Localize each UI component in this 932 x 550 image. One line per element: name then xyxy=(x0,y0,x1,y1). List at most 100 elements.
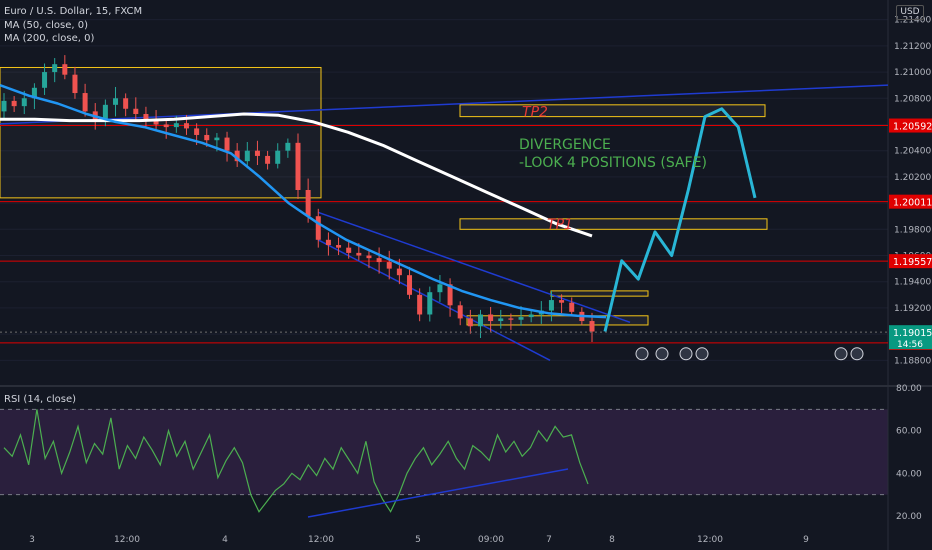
projection-path[interactable] xyxy=(603,107,757,332)
channel-lower[interactable] xyxy=(317,239,551,362)
ma200-legend[interactable]: MA (200, close, 0) xyxy=(4,33,95,44)
rsi-divergence-line[interactable] xyxy=(307,468,569,518)
candle-body[interactable] xyxy=(52,64,58,73)
event-marker-icon[interactable] xyxy=(695,347,709,361)
candle-body[interactable] xyxy=(477,314,483,327)
candle-body[interactable] xyxy=(569,302,575,312)
tp1-zone[interactable] xyxy=(459,218,768,230)
event-marker-icon[interactable] xyxy=(850,347,864,361)
rsi-legend[interactable]: RSI (14, close) xyxy=(4,394,77,405)
candle-body[interactable] xyxy=(467,318,473,327)
candle-body[interactable] xyxy=(366,255,372,259)
price-tick-label: 1.19800 xyxy=(894,225,931,235)
ma50-line[interactable] xyxy=(0,84,607,319)
candle-body[interactable] xyxy=(589,321,595,332)
candle-body[interactable] xyxy=(11,100,17,107)
upper-zone[interactable] xyxy=(550,290,649,297)
candle-body[interactable] xyxy=(113,98,119,105)
candle-body[interactable] xyxy=(285,142,291,151)
price-tick-label: 1.18800 xyxy=(894,356,931,366)
candle-body[interactable] xyxy=(123,98,129,109)
candle-body[interactable] xyxy=(244,150,250,162)
candle-body[interactable] xyxy=(72,74,78,94)
candle-body[interactable] xyxy=(508,318,514,320)
price-level-text: 1.19557 xyxy=(893,257,932,268)
rsi-band xyxy=(0,409,888,495)
candle-body[interactable] xyxy=(153,119,159,125)
candle-body[interactable] xyxy=(427,292,433,315)
candle-body[interactable] xyxy=(346,247,352,253)
range-box[interactable] xyxy=(0,66,322,199)
candle-body[interactable] xyxy=(457,305,463,319)
tp2-label: TP2 xyxy=(522,104,548,120)
candle-body[interactable] xyxy=(214,137,220,141)
price-tick-label: 1.21000 xyxy=(894,68,931,78)
divergence-note: -LOOK 4 POSITIONS (SAFE) xyxy=(519,155,707,171)
candle-body[interactable] xyxy=(234,150,240,162)
ma200-line[interactable] xyxy=(0,112,593,238)
candle-body[interactable] xyxy=(82,93,88,112)
price-level-tag[interactable] xyxy=(889,254,932,269)
rsi-tick-label: 80.00 xyxy=(896,384,922,394)
candle-body[interactable] xyxy=(143,114,149,120)
candle-body[interactable] xyxy=(356,252,362,256)
candle-body[interactable] xyxy=(295,142,301,190)
candle-body[interactable] xyxy=(173,123,179,128)
candle-body[interactable] xyxy=(275,150,281,164)
candle-body[interactable] xyxy=(518,317,524,320)
candle-body[interactable] xyxy=(437,284,443,293)
candle-body[interactable] xyxy=(336,245,342,248)
candle-body[interactable] xyxy=(396,268,402,276)
candle-body[interactable] xyxy=(133,108,139,114)
price-level-tag[interactable] xyxy=(889,118,932,133)
candle-body[interactable] xyxy=(1,100,7,112)
time-tick-label: 12:00 xyxy=(114,535,140,545)
candle-body[interactable] xyxy=(548,300,554,311)
candle-body[interactable] xyxy=(42,72,48,88)
candle-body[interactable] xyxy=(528,314,534,318)
symbol-legend[interactable]: Euro / U.S. Dollar, 15, FXCM xyxy=(4,6,143,17)
candle-body[interactable] xyxy=(407,275,413,295)
event-marker-icon[interactable] xyxy=(635,347,649,361)
candle-body[interactable] xyxy=(305,190,311,217)
event-marker-icon[interactable] xyxy=(834,347,848,361)
lower-zone[interactable] xyxy=(466,315,649,326)
candle-body[interactable] xyxy=(224,137,230,151)
ma50-legend[interactable]: MA (50, close, 0) xyxy=(4,20,89,31)
event-marker-icon[interactable] xyxy=(655,347,669,361)
time-tick-label: 4 xyxy=(222,535,228,545)
candle-body[interactable] xyxy=(254,150,260,156)
price-tick-label: 1.20200 xyxy=(894,173,931,183)
price-level-text: 1.20011 xyxy=(893,198,932,209)
tp2-zone[interactable] xyxy=(459,104,766,118)
candle-body[interactable] xyxy=(488,314,494,322)
candle-body[interactable] xyxy=(447,284,453,306)
event-marker-icon[interactable] xyxy=(679,347,693,361)
candle-body[interactable] xyxy=(183,123,189,129)
price-tick-label: 1.21400 xyxy=(894,16,931,26)
candle-body[interactable] xyxy=(325,239,331,246)
currency-badge[interactable]: USD xyxy=(896,5,924,20)
candle-body[interactable] xyxy=(31,87,37,99)
current-price-tag[interactable] xyxy=(889,325,932,350)
candle-body[interactable] xyxy=(498,318,504,322)
candles[interactable] xyxy=(1,55,595,342)
candle-body[interactable] xyxy=(265,155,271,164)
candle-body[interactable] xyxy=(163,124,169,128)
candle-body[interactable] xyxy=(386,262,392,269)
candle-body[interactable] xyxy=(21,98,27,107)
candle-body[interactable] xyxy=(559,300,565,303)
rsi-line[interactable] xyxy=(3,409,589,513)
candle-body[interactable] xyxy=(417,294,423,315)
price-level-tag[interactable] xyxy=(889,194,932,209)
candle-body[interactable] xyxy=(204,134,210,141)
candle-body[interactable] xyxy=(315,216,321,240)
candle-body[interactable] xyxy=(376,258,382,263)
channel-upper[interactable] xyxy=(317,211,631,324)
candle-body[interactable] xyxy=(102,104,108,122)
time-tick-label: 7 xyxy=(546,535,552,545)
candle-body[interactable] xyxy=(194,128,200,135)
candle-body[interactable] xyxy=(62,64,68,75)
